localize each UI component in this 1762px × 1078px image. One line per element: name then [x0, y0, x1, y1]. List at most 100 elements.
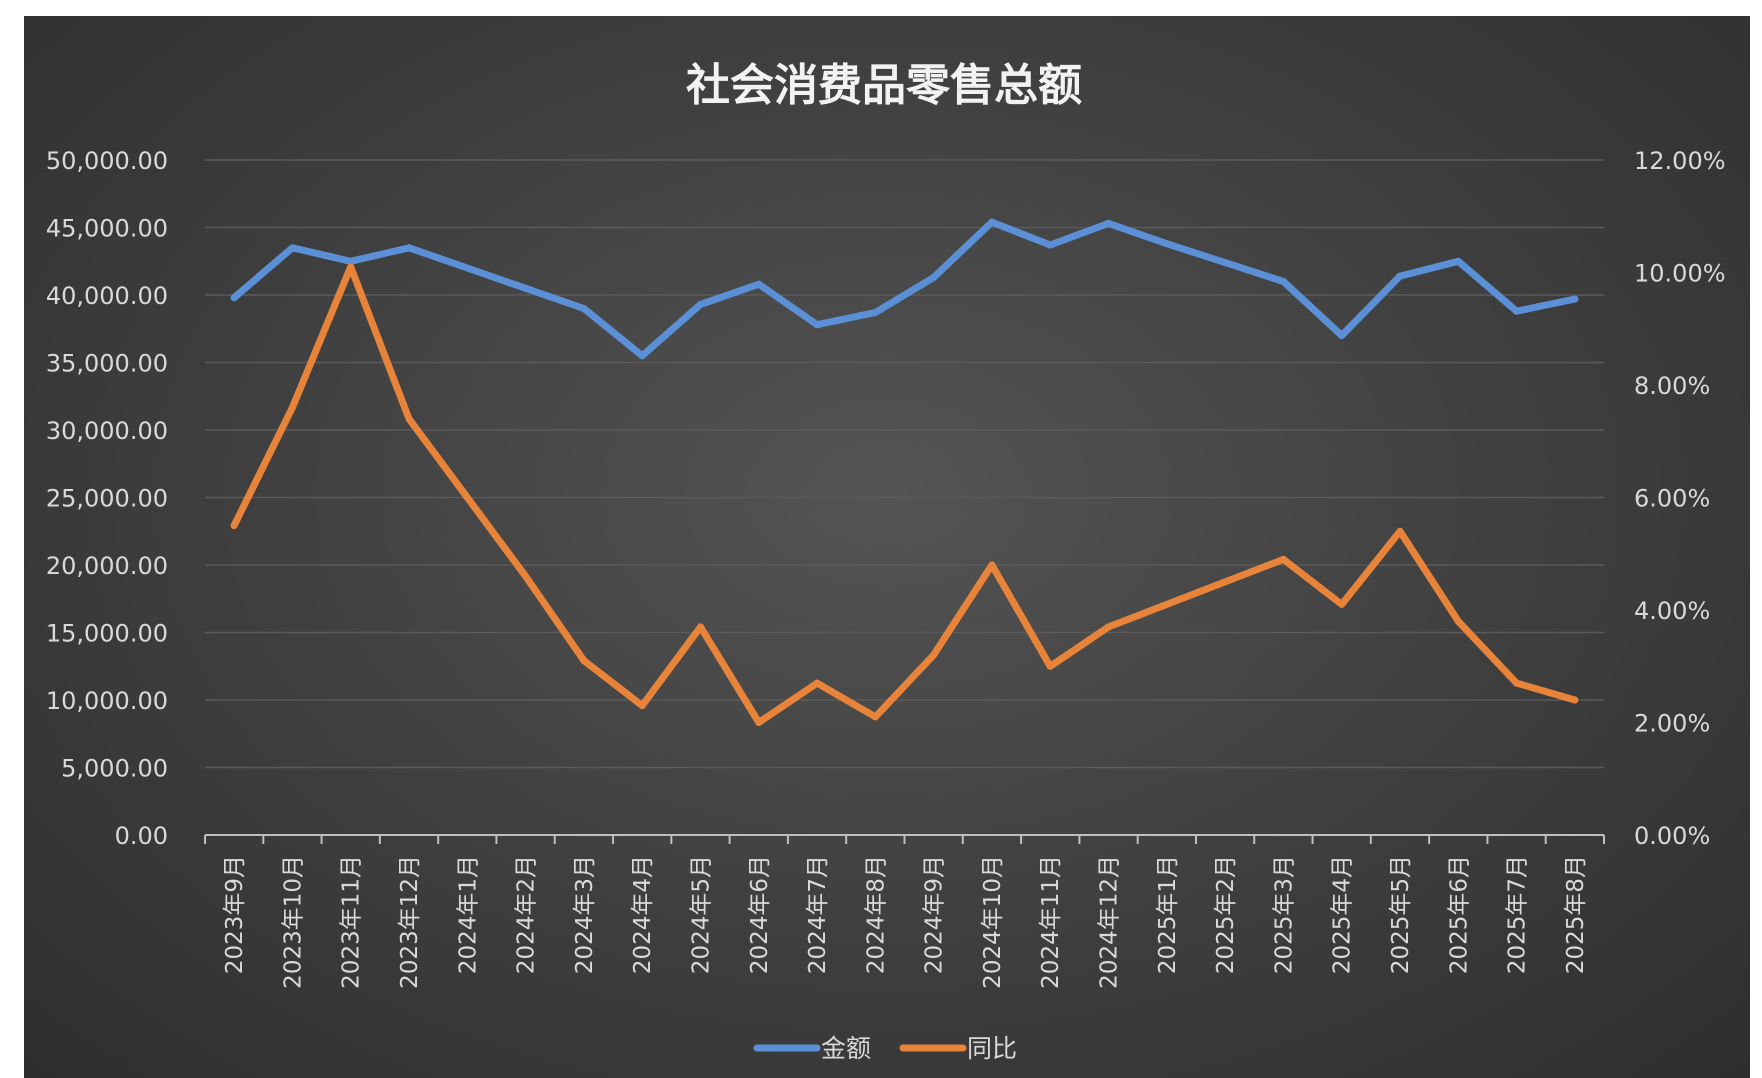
data-point — [988, 562, 995, 569]
series-line — [234, 267, 1575, 723]
x-tick-label: 2023年9月 — [222, 855, 248, 974]
right-tick-label: 2.00% — [1634, 710, 1710, 738]
legend-item: 同比 — [903, 1034, 1017, 1063]
legend: 金额 同比 — [757, 1034, 1017, 1063]
left-tick-label: 45,000.00 — [46, 215, 168, 243]
x-axis: 2023年9月 2023年10月 2023年11月 2023年12月 2024年1月 20… — [205, 835, 1604, 989]
data-point — [1338, 332, 1345, 339]
data-point — [1047, 663, 1054, 670]
data-point — [872, 309, 879, 316]
data-point — [1222, 259, 1229, 266]
x-tick-label: 2024年11月 — [1038, 855, 1064, 989]
data-point — [1397, 528, 1404, 535]
left-tick-label: 0.00 — [115, 822, 168, 850]
x-tick-label: 2024年7月 — [805, 855, 831, 974]
legend-label: 金额 — [821, 1034, 871, 1063]
data-point — [406, 244, 413, 251]
x-tick-label: 2023年11月 — [339, 855, 365, 989]
data-point — [639, 702, 646, 709]
data-point — [1280, 278, 1287, 285]
data-point — [464, 494, 471, 501]
left-tick-label: 25,000.00 — [46, 485, 168, 513]
data-point — [1163, 601, 1170, 608]
legend-label: 同比 — [967, 1034, 1017, 1063]
left-y-axis: 0.00 5,000.00 10,000.00 15,000.00 20,000.00 2… — [46, 147, 168, 850]
x-tick-label: 2025年5月 — [1388, 855, 1414, 974]
data-point — [231, 294, 238, 301]
data-point — [1571, 296, 1578, 303]
data-point — [1163, 240, 1170, 247]
data-point — [289, 244, 296, 251]
data-point — [1280, 556, 1287, 563]
left-tick-label: 20,000.00 — [46, 552, 168, 580]
data-point — [697, 301, 704, 308]
data-point — [1047, 242, 1054, 249]
data-point — [522, 285, 529, 292]
data-point — [1222, 578, 1229, 585]
left-tick-label: 5,000.00 — [61, 755, 168, 783]
x-tick-label: 2024年1月 — [455, 855, 481, 974]
right-tick-label: 4.00% — [1634, 597, 1710, 625]
data-point — [464, 265, 471, 272]
right-tick-label: 10.00% — [1634, 260, 1726, 288]
x-tick-label: 2025年2月 — [1213, 855, 1239, 974]
x-tick-label: 2024年5月 — [688, 855, 714, 974]
series-2 — [231, 263, 1579, 726]
x-tick-label: 2024年12月 — [1097, 855, 1123, 989]
x-tick-label: 2024年2月 — [514, 855, 540, 974]
data-point — [1513, 308, 1520, 315]
data-point — [988, 219, 995, 226]
data-point — [1105, 623, 1112, 630]
data-point — [522, 573, 529, 580]
data-point — [1397, 273, 1404, 280]
data-point — [755, 719, 762, 726]
left-tick-label: 30,000.00 — [46, 417, 168, 445]
left-tick-label: 50,000.00 — [46, 147, 168, 175]
right-tick-label: 0.00% — [1634, 822, 1710, 850]
data-point — [1571, 697, 1578, 704]
data-point — [1455, 258, 1462, 265]
left-tick-label: 10,000.00 — [46, 687, 168, 715]
data-point — [639, 352, 646, 359]
x-tick-label: 2023年12月 — [397, 855, 423, 989]
left-tick-label: 35,000.00 — [46, 350, 168, 378]
x-tick-label: 2024年9月 — [922, 855, 948, 974]
data-point — [755, 281, 762, 288]
data-point — [697, 623, 704, 630]
data-point — [580, 305, 587, 312]
right-tick-label: 6.00% — [1634, 485, 1710, 513]
x-tick-label: 2023年10月 — [280, 855, 306, 989]
x-tick-label: 2025年4月 — [1330, 855, 1356, 974]
x-tick-label: 2025年6月 — [1446, 855, 1472, 974]
x-tick-label: 2025年1月 — [1155, 855, 1181, 974]
left-tick-label: 15,000.00 — [46, 620, 168, 648]
right-tick-label: 8.00% — [1634, 372, 1710, 400]
data-point — [231, 522, 238, 529]
data-point — [814, 680, 821, 687]
left-tick-label: 40,000.00 — [46, 282, 168, 310]
right-tick-label: 12.00% — [1634, 147, 1726, 175]
data-point — [930, 274, 937, 281]
data-point — [580, 657, 587, 664]
data-point — [1338, 601, 1345, 608]
data-point — [872, 713, 879, 720]
data-point — [1455, 618, 1462, 625]
x-tick-label: 2025年7月 — [1505, 855, 1531, 974]
series-1 — [231, 219, 1579, 360]
chart-title: 社会消费品零售总额 — [686, 60, 1082, 111]
x-tick-label: 2024年3月 — [572, 855, 598, 974]
x-tick-label: 2024年10月 — [980, 855, 1006, 989]
x-tick-label: 2025年3月 — [1271, 855, 1297, 974]
data-point — [930, 652, 937, 659]
data-point — [1513, 680, 1520, 687]
data-point — [289, 404, 296, 411]
data-point — [814, 321, 821, 328]
x-tick-label: 2025年8月 — [1563, 855, 1589, 974]
x-tick-label: 2024年4月 — [630, 855, 656, 974]
data-point — [347, 263, 354, 270]
x-tick-label: 2024年8月 — [863, 855, 889, 974]
legend-item: 金额 — [757, 1034, 871, 1063]
data-point — [1105, 220, 1112, 227]
right-y-axis: 0.00% 2.00% 4.00% 6.00% 8.00% 10.00% 12.00% — [1634, 147, 1726, 850]
